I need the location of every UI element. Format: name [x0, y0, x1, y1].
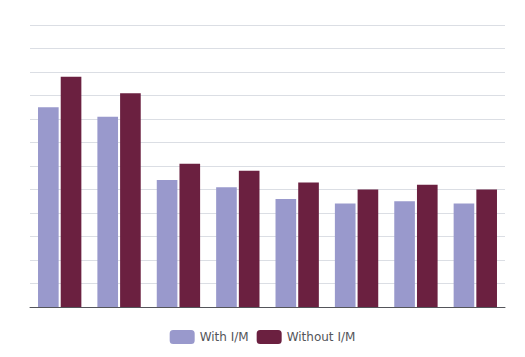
svg-text:With I/M: With I/M [200, 330, 249, 344]
svg-text:Without I/M: Without I/M [287, 330, 356, 344]
